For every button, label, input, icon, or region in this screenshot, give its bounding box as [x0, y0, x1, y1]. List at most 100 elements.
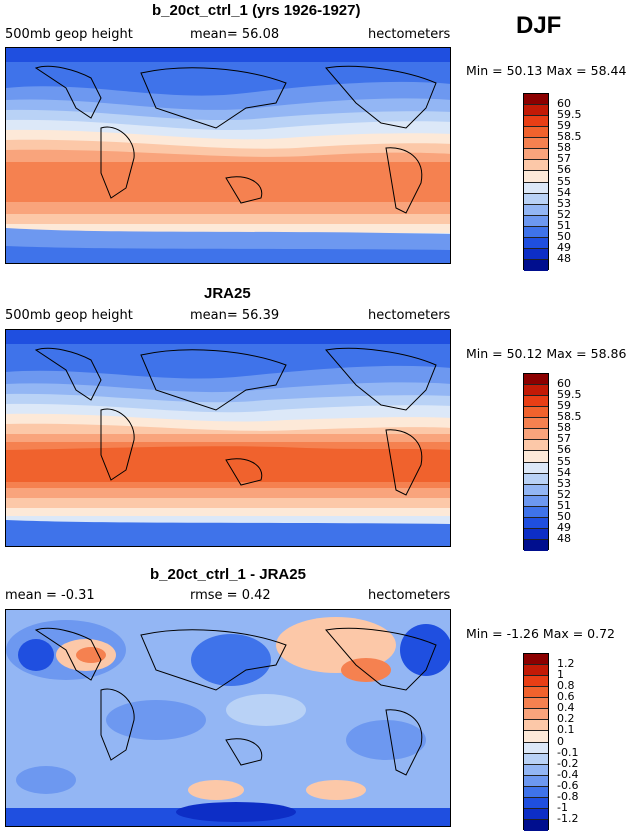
colorbar-swatch	[524, 374, 548, 386]
colorbar-swatch	[524, 462, 548, 474]
colorbar-label: 55	[557, 454, 571, 468]
colorbar-swatch	[524, 385, 548, 397]
colorbar-swatch	[524, 440, 548, 452]
colorbar-swatch	[524, 237, 548, 249]
colorbar-label: 0.1	[557, 723, 575, 737]
panel1-colorbar	[523, 93, 549, 271]
colorbar-swatch	[524, 418, 548, 430]
colorbar-swatch	[524, 698, 548, 710]
colorbar-swatch	[524, 687, 548, 699]
colorbar-swatch	[524, 116, 548, 128]
panel2-minmax: Min = 50.12 Max = 58.86	[466, 346, 627, 361]
colorbar-label: 51	[557, 218, 571, 232]
colorbar-swatch	[524, 182, 548, 194]
colorbar-label: 58.5	[557, 130, 582, 144]
colorbar-swatch	[524, 396, 548, 408]
colorbar-label: 0.8	[557, 679, 575, 693]
colorbar-label: 60	[557, 97, 571, 111]
panel3-rmse: rmse = 0.42	[190, 588, 271, 603]
colorbar-swatch	[524, 204, 548, 216]
colorbar-swatch	[524, 676, 548, 688]
colorbar-label: 0	[557, 734, 564, 748]
panel3-units: hectometers	[368, 588, 451, 603]
panel1-mean: mean= 56.08	[190, 27, 280, 42]
colorbar-label: 53	[557, 196, 571, 210]
colorbar-swatch	[524, 753, 548, 765]
colorbar-swatch	[524, 484, 548, 496]
panel3-colorbar	[523, 653, 549, 831]
colorbar-label: 58.5	[557, 410, 582, 424]
colorbar-label: -0.8	[557, 789, 579, 803]
colorbar-label: 50	[557, 229, 571, 243]
colorbar-swatch	[524, 248, 548, 260]
colorbar-label: -0.4	[557, 767, 579, 781]
colorbar-label: 0.2	[557, 712, 575, 726]
panel2-mean: mean= 56.39	[190, 308, 280, 323]
colorbar-label: 49	[557, 520, 571, 534]
colorbar-label: -0.2	[557, 756, 579, 770]
colorbar-swatch	[524, 259, 548, 271]
panel1-minmax: Min = 50.13 Max = 58.44	[466, 63, 627, 78]
colorbar-swatch	[524, 665, 548, 677]
colorbar-swatch	[524, 786, 548, 798]
colorbar-label: 0.4	[557, 701, 575, 715]
panel2-left-label: 500mb geop height	[5, 308, 133, 323]
colorbar-label: 54	[557, 465, 571, 479]
colorbar-swatch	[524, 407, 548, 419]
colorbar-label: 55	[557, 174, 571, 188]
colorbar-swatch	[524, 495, 548, 507]
colorbar-label: 48	[557, 531, 571, 545]
colorbar-swatch	[524, 215, 548, 227]
colorbar-swatch	[524, 720, 548, 732]
panel1-map	[5, 47, 451, 264]
panel3-mean: mean = -0.31	[5, 588, 95, 603]
colorbar-swatch	[524, 742, 548, 754]
colorbar-swatch	[524, 127, 548, 139]
colorbar-label: 1.2	[557, 657, 575, 671]
colorbar-label: 48	[557, 251, 571, 265]
colorbar-swatch	[524, 731, 548, 743]
colorbar-label: 58	[557, 421, 571, 435]
colorbar-label: -1.2	[557, 811, 579, 825]
colorbar-swatch	[524, 517, 548, 529]
colorbar-label: -1	[557, 800, 568, 814]
panel1-left-label: 500mb geop height	[5, 27, 133, 42]
colorbar-label: 59.5	[557, 108, 582, 122]
colorbar-label: 58	[557, 141, 571, 155]
colorbar-label: 54	[557, 185, 571, 199]
colorbar-label: 56	[557, 163, 571, 177]
colorbar-label: 50	[557, 509, 571, 523]
colorbar-swatch	[524, 506, 548, 518]
colorbar-label: 60	[557, 377, 571, 391]
colorbar-label: 51	[557, 498, 571, 512]
panel2-title: JRA25	[204, 285, 251, 302]
panel3-minmax: Min = -1.26 Max = 0.72	[466, 626, 616, 641]
colorbar-swatch	[524, 473, 548, 485]
colorbar-label: 57	[557, 432, 571, 446]
colorbar-swatch	[524, 539, 548, 551]
panel2-map	[5, 329, 451, 547]
colorbar-label: 52	[557, 207, 571, 221]
panel1-units: hectometers	[368, 27, 451, 42]
colorbar-swatch	[524, 193, 548, 205]
colorbar-label: 59	[557, 119, 571, 133]
colorbar-swatch	[524, 160, 548, 172]
colorbar-swatch	[524, 654, 548, 666]
colorbar-label: 57	[557, 152, 571, 166]
colorbar-label: 59.5	[557, 388, 582, 402]
colorbar-swatch	[524, 138, 548, 150]
colorbar-label: 49	[557, 240, 571, 254]
panel2-colorbar	[523, 373, 549, 551]
colorbar-swatch	[524, 819, 548, 831]
colorbar-swatch	[524, 429, 548, 441]
colorbar-swatch	[524, 149, 548, 161]
colorbar-label: 0.6	[557, 690, 575, 704]
season-label: DJF	[516, 12, 562, 39]
colorbar-label: -0.6	[557, 778, 579, 792]
panel3-map	[5, 609, 451, 827]
colorbar-swatch	[524, 94, 548, 106]
colorbar-swatch	[524, 105, 548, 117]
colorbar-label: 56	[557, 443, 571, 457]
colorbar-label: 52	[557, 487, 571, 501]
colorbar-swatch	[524, 451, 548, 463]
